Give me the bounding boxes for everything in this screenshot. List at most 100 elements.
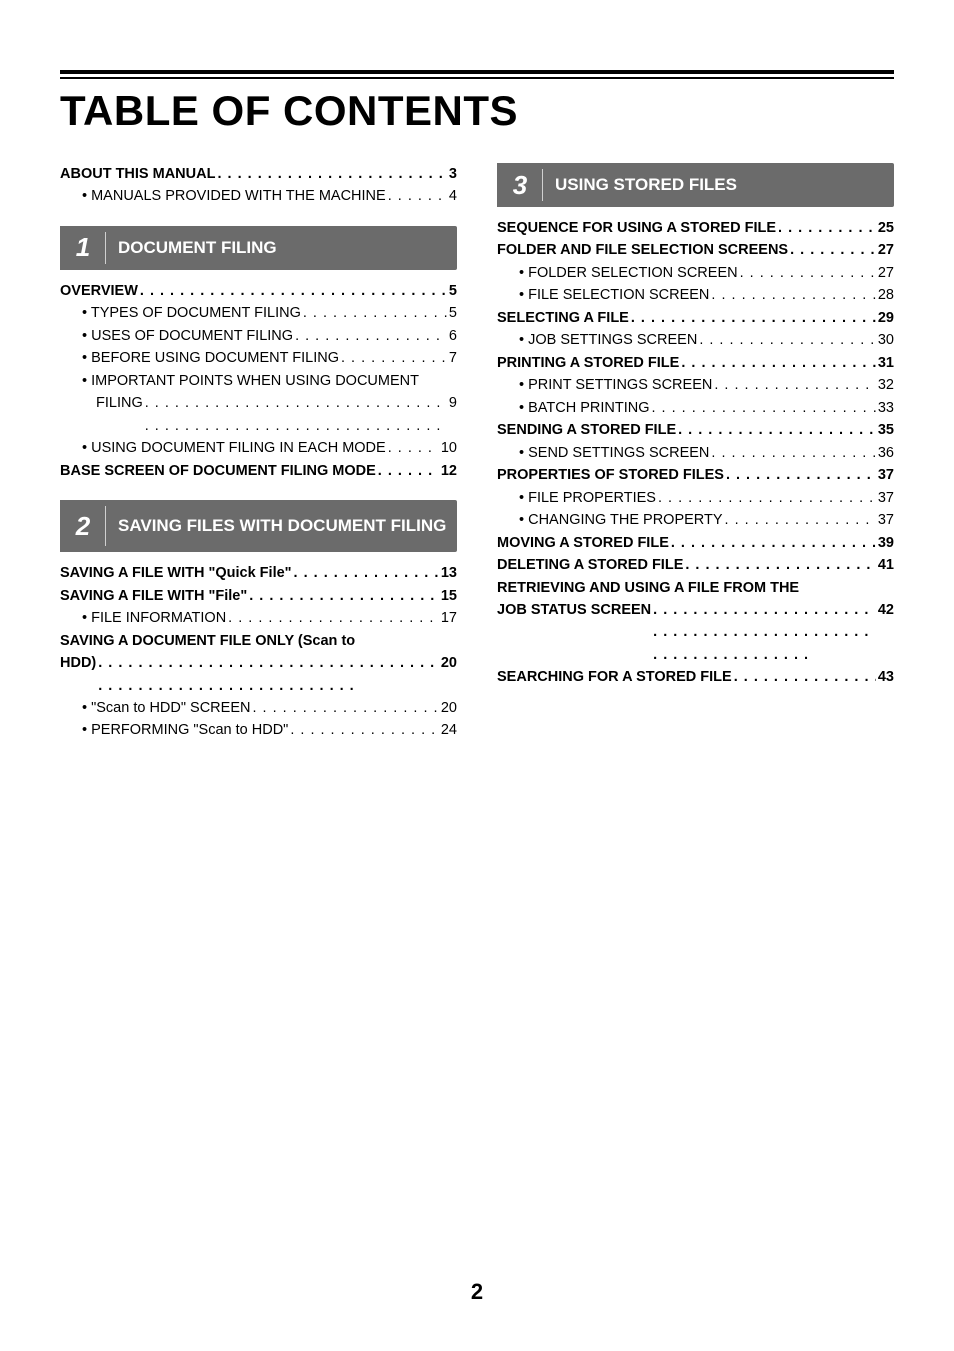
toc-entry: SEARCHING FOR A STORED FILE43 xyxy=(497,666,894,688)
toc-dots xyxy=(671,532,876,554)
toc-label: ABOUT THIS MANUAL xyxy=(60,163,215,185)
section-2-header: 2 SAVING FILES WITH DOCUMENT FILING xyxy=(60,500,457,552)
toc-dots xyxy=(658,487,876,509)
toc-entry: RETRIEVING AND USING A FILE FROM THEJOB … xyxy=(497,577,894,667)
toc-page: 37 xyxy=(878,487,894,509)
toc-page: 28 xyxy=(878,284,894,306)
toc-page: 13 xyxy=(441,562,457,584)
toc-dots xyxy=(249,585,439,607)
toc-label: • CHANGING THE PROPERTY xyxy=(519,509,723,531)
toc-dots xyxy=(388,185,447,207)
toc-dots xyxy=(290,719,439,741)
toc-dots xyxy=(778,217,876,239)
toc-dots xyxy=(711,442,875,464)
toc-page: 29 xyxy=(878,307,894,329)
right-column: 3 USING STORED FILES SEQUENCE FOR USING … xyxy=(497,163,894,742)
section-3-number: 3 xyxy=(497,163,543,207)
toc-dots xyxy=(734,666,876,688)
toc-label: • PERFORMING "Scan to HDD" xyxy=(82,719,288,741)
toc-label: • BEFORE USING DOCUMENT FILING xyxy=(82,347,339,369)
toc-page: 37 xyxy=(878,509,894,531)
toc-page: 17 xyxy=(441,607,457,629)
section-2-number: 2 xyxy=(60,500,106,552)
toc-page: 4 xyxy=(449,185,457,207)
toc-entry: SAVING A FILE WITH "File"15 xyxy=(60,585,457,607)
toc-dots xyxy=(711,284,875,306)
toc-entry: ABOUT THIS MANUAL 3 xyxy=(60,163,457,185)
toc-label: • FOLDER SELECTION SCREEN xyxy=(519,262,738,284)
toc-page: 39 xyxy=(878,532,894,554)
toc-entry: SEQUENCE FOR USING A STORED FILE 25 xyxy=(497,217,894,239)
toc-entry: FOLDER AND FILE SELECTION SCREENS27 xyxy=(497,239,894,261)
toc-entry: SAVING A FILE WITH "Quick File" 13 xyxy=(60,562,457,584)
toc-page: 25 xyxy=(878,217,894,239)
toc-dots xyxy=(631,307,876,329)
page-title: TABLE OF CONTENTS xyxy=(60,87,894,135)
toc-label: • USES OF DOCUMENT FILING xyxy=(82,325,293,347)
toc-label: SENDING A STORED FILE xyxy=(497,419,676,441)
toc-label: • FILE INFORMATION xyxy=(82,607,226,629)
toc-dots xyxy=(714,374,876,396)
section-2-items: SAVING A FILE WITH "Quick File"13SAVING … xyxy=(60,562,457,742)
toc-entry: • JOB SETTINGS SCREEN30 xyxy=(497,329,894,351)
toc-page: 27 xyxy=(878,239,894,261)
toc-page: 41 xyxy=(878,554,894,576)
toc-entry: • USING DOCUMENT FILING IN EACH MODE10 xyxy=(60,437,457,459)
toc-entry: PRINTING A STORED FILE31 xyxy=(497,352,894,374)
toc-dots xyxy=(303,302,447,324)
left-column: ABOUT THIS MANUAL3• MANUALS PROVIDED WIT… xyxy=(60,163,457,742)
toc-dots xyxy=(699,329,876,351)
toc-label: • SEND SETTINGS SCREEN xyxy=(519,442,709,464)
toc-entry: • PERFORMING "Scan to HDD"24 xyxy=(60,719,457,741)
toc-page: 30 xyxy=(878,329,894,351)
toc-page: 36 xyxy=(878,442,894,464)
toc-dots xyxy=(790,239,876,261)
toc-label: • FILE SELECTION SCREEN xyxy=(519,284,709,306)
toc-page: 3 xyxy=(449,163,457,185)
toc-entry: OVERVIEW5 xyxy=(60,280,457,302)
toc-entry: • FILE PROPERTIES37 xyxy=(497,487,894,509)
section-1-header: 1 DOCUMENT FILING xyxy=(60,226,457,270)
section-1-number: 1 xyxy=(60,226,106,270)
toc-entry: MOVING A STORED FILE39 xyxy=(497,532,894,554)
top-rule xyxy=(60,70,894,79)
toc-entry: • USES OF DOCUMENT FILING6 xyxy=(60,325,457,347)
toc-label: • "Scan to HDD" SCREEN xyxy=(82,697,250,719)
toc-entry: BASE SCREEN OF DOCUMENT FILING MODE12 xyxy=(60,460,457,482)
toc-label: SELECTING A FILE xyxy=(497,307,629,329)
toc-dots xyxy=(295,325,447,347)
section-3-title: USING STORED FILES xyxy=(543,163,737,207)
toc-label: SAVING A FILE WITH "File" xyxy=(60,585,247,607)
toc-entry: • BEFORE USING DOCUMENT FILING 7 xyxy=(60,347,457,369)
toc-entry: • FOLDER SELECTION SCREEN 27 xyxy=(497,262,894,284)
toc-label: PRINTING A STORED FILE xyxy=(497,352,679,374)
toc-dots xyxy=(294,562,439,584)
toc-label: • PRINT SETTINGS SCREEN xyxy=(519,374,712,396)
toc-label: SEARCHING FOR A STORED FILE xyxy=(497,666,732,688)
page-number: 2 xyxy=(0,1279,954,1305)
section-1-title: DOCUMENT FILING xyxy=(106,226,277,270)
toc-label: SEQUENCE FOR USING A STORED FILE xyxy=(497,217,776,239)
toc-dots xyxy=(726,464,876,486)
section-3-items: SEQUENCE FOR USING A STORED FILE 25FOLDER… xyxy=(497,217,894,689)
toc-entry: • TYPES OF DOCUMENT FILING 5 xyxy=(60,302,457,324)
toc-entry: • BATCH PRINTING33 xyxy=(497,397,894,419)
toc-entry: • CHANGING THE PROPERTY 37 xyxy=(497,509,894,531)
toc-label: • TYPES OF DOCUMENT FILING xyxy=(82,302,301,324)
toc-entry: • MANUALS PROVIDED WITH THE MACHINE 4 xyxy=(60,185,457,207)
toc-page: 10 xyxy=(441,437,457,459)
toc-page: 7 xyxy=(449,347,457,369)
toc-dots xyxy=(651,397,875,419)
toc-label: • MANUALS PROVIDED WITH THE MACHINE xyxy=(82,185,386,207)
toc-entry: DELETING A STORED FILE 41 xyxy=(497,554,894,576)
toc-page: 20 xyxy=(441,697,457,719)
toc-page: 27 xyxy=(878,262,894,284)
toc-label: DELETING A STORED FILE xyxy=(497,554,683,576)
toc-entry: PROPERTIES OF STORED FILES37 xyxy=(497,464,894,486)
toc-label: BASE SCREEN OF DOCUMENT FILING MODE xyxy=(60,460,376,482)
toc-label: PROPERTIES OF STORED FILES xyxy=(497,464,724,486)
toc-page: 5 xyxy=(449,302,457,324)
toc-entry: SAVING A DOCUMENT FILE ONLY (Scan toHDD)… xyxy=(60,630,457,697)
toc-dots xyxy=(252,697,438,719)
toc-label: SAVING A FILE WITH "Quick File" xyxy=(60,562,292,584)
